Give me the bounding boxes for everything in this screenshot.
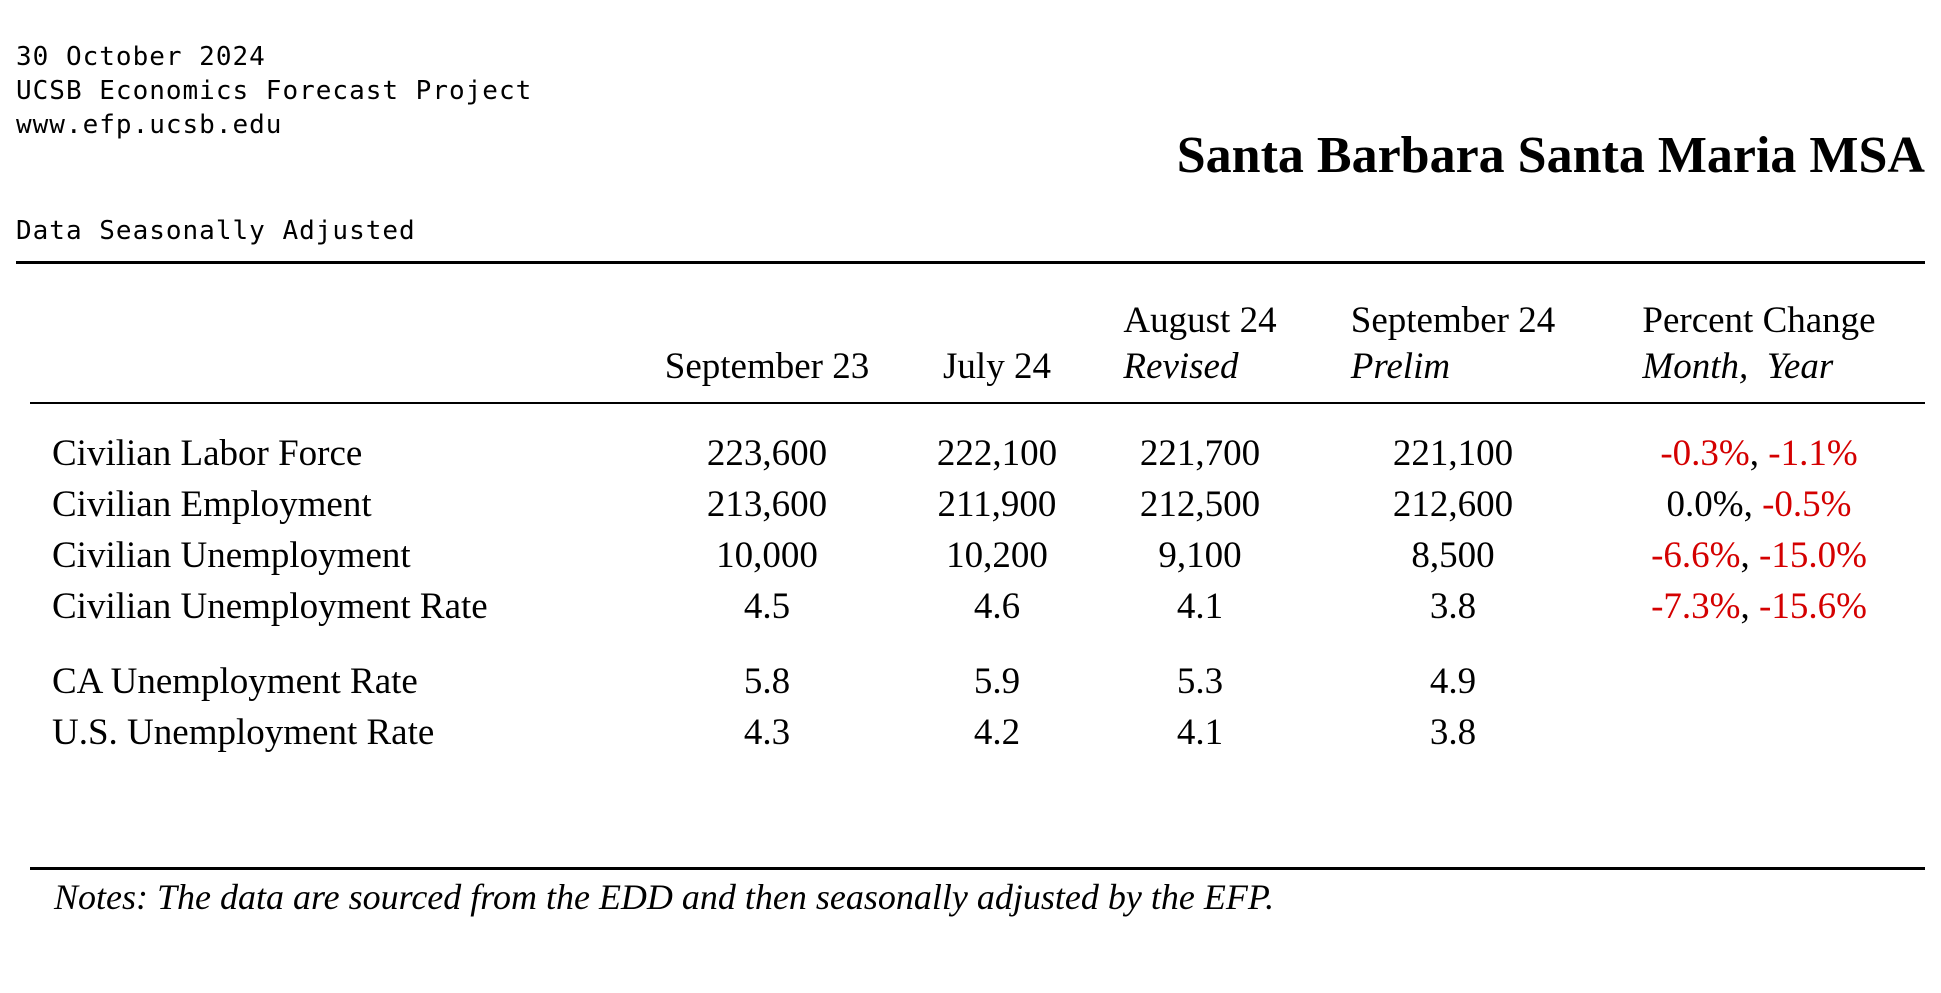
- column-header-label: August 24: [1123, 300, 1277, 341]
- year-change: -0.5%: [1762, 484, 1852, 525]
- column-header-sublabel: Month, Year: [1642, 346, 1834, 387]
- top-rule: [16, 261, 1925, 264]
- table-row: Civilian Unemployment 10,000 10,200 9,100 8,…: [30, 530, 1910, 581]
- table-row: Civilian Employment 213,600 211,900 212,500…: [30, 479, 1910, 530]
- value-cell: 221,100: [1392, 433, 1514, 474]
- row-spacer: [30, 632, 1910, 656]
- value-cell: 4.6: [973, 586, 1021, 627]
- value-cell: 223,600: [706, 433, 828, 474]
- value-cell: 5.9: [973, 661, 1021, 702]
- row-label: Civilian Labor Force: [52, 433, 363, 474]
- value-cell: 222,100: [936, 433, 1058, 474]
- value-cell: 211,900: [937, 484, 1057, 525]
- value-cell: 4.2: [973, 712, 1021, 753]
- change-separator: ,: [1740, 586, 1759, 627]
- header-rule: [30, 402, 1925, 404]
- column-header-label: September 24: [1350, 300, 1556, 341]
- value-cell: 10,000: [716, 535, 818, 576]
- column-header-label: July 24: [943, 346, 1051, 387]
- value-cell: 10,200: [946, 535, 1048, 576]
- percent-change-cell: -7.3%, -15.6%: [1608, 581, 1910, 632]
- year-change: -15.0%: [1759, 535, 1867, 576]
- year-change: -15.6%: [1759, 586, 1867, 627]
- table-row: Civilian Labor Force 223,600 222,100 221,70…: [30, 428, 1910, 479]
- column-header-label: September 23: [664, 346, 870, 387]
- percent-change-cell: [1608, 656, 1910, 707]
- row-label: Civilian Employment: [52, 484, 372, 525]
- column-header-label: Percent Change: [1642, 300, 1876, 341]
- labor-market-table: September 23 July 24 August 24 Revised S…: [30, 298, 1910, 758]
- row-label: CA Unemployment Rate: [52, 661, 418, 702]
- percent-change-cell: -6.6%, -15.0%: [1608, 530, 1910, 581]
- bottom-rule: [30, 867, 1925, 870]
- value-cell: 8,500: [1411, 535, 1495, 576]
- month-change: -6.6%: [1651, 535, 1741, 576]
- seasonal-adjustment-note: Data Seasonally Adjusted: [16, 216, 416, 246]
- table-body: Civilian Labor Force 223,600 222,100 221,70…: [30, 428, 1910, 758]
- value-cell: 9,100: [1158, 535, 1242, 576]
- percent-change-cell: 0.0%, -0.5%: [1608, 479, 1910, 530]
- value-cell: 3.8: [1429, 586, 1477, 627]
- change-separator: ,: [1743, 484, 1763, 525]
- month-change: -0.3%: [1660, 433, 1750, 474]
- percent-change-cell: -0.3%, -1.1%: [1608, 428, 1910, 479]
- value-cell: 213,600: [706, 484, 828, 525]
- table-row: U.S. Unemployment Rate 4.3 4.2 4.1 3.8: [30, 707, 1910, 758]
- column-header-percent-change: Percent Change Month, Year: [1608, 298, 1910, 390]
- organization-url: www.efp.ucsb.edu: [16, 110, 283, 140]
- column-header-sublabel: Revised: [1123, 346, 1239, 387]
- row-label: Civilian Unemployment Rate: [52, 586, 488, 627]
- value-cell: 212,500: [1139, 484, 1261, 525]
- value-cell: 5.3: [1176, 661, 1224, 702]
- report-header: 30 October 2024 UCSB Economics Forecast …: [16, 40, 532, 142]
- table-row: CA Unemployment Rate 5.8 5.9 5.3 4.9: [30, 656, 1910, 707]
- column-header-sublabel: Prelim: [1350, 346, 1451, 387]
- row-label: U.S. Unemployment Rate: [52, 712, 435, 753]
- value-cell: 3.8: [1429, 712, 1477, 753]
- month-change: 0.0%: [1666, 484, 1744, 525]
- month-change: -7.3%: [1651, 586, 1741, 627]
- change-separator: ,: [1740, 535, 1759, 576]
- value-cell: 4.5: [743, 586, 791, 627]
- column-header-aug24: August 24 Revised: [1102, 298, 1298, 390]
- value-cell: 4.9: [1429, 661, 1477, 702]
- value-cell: 4.1: [1176, 586, 1224, 627]
- header-label-cell: [30, 298, 642, 390]
- column-header-sep24: September 24 Prelim: [1298, 298, 1608, 390]
- value-cell: 5.8: [743, 661, 791, 702]
- value-cell: 212,600: [1392, 484, 1514, 525]
- change-separator: ,: [1749, 433, 1769, 474]
- value-cell: 4.3: [743, 712, 791, 753]
- table-header-row: September 23 July 24 August 24 Revised S…: [30, 298, 1910, 390]
- column-header-sep23: September 23: [642, 298, 892, 390]
- percent-change-cell: [1608, 707, 1910, 758]
- row-label: Civilian Unemployment: [52, 535, 411, 576]
- report-date: 30 October 2024: [16, 42, 266, 72]
- year-change: -1.1%: [1768, 433, 1858, 474]
- value-cell: 4.1: [1176, 712, 1224, 753]
- page-title: Santa Barbara Santa Maria MSA: [1176, 127, 1925, 184]
- organization-name: UCSB Economics Forecast Project: [16, 76, 533, 106]
- footnote: Notes: The data are sourced from the EDD…: [54, 877, 1275, 917]
- table-row: Civilian Unemployment Rate 4.5 4.6 4.1 3.8 -7…: [30, 581, 1910, 632]
- value-cell: 221,700: [1139, 433, 1261, 474]
- column-header-jul24: July 24: [892, 298, 1102, 390]
